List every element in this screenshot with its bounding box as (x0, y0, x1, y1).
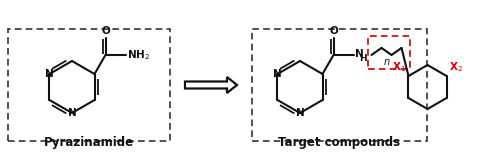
Text: Pyrazinamide: Pyrazinamide (44, 136, 134, 149)
Text: O: O (101, 26, 110, 36)
Text: N: N (68, 108, 76, 118)
Text: X$_2$: X$_2$ (448, 60, 462, 74)
Text: NH$_2$: NH$_2$ (126, 48, 150, 62)
FancyArrow shape (185, 77, 237, 93)
Text: N: N (354, 49, 364, 59)
Text: N: N (45, 69, 54, 79)
Text: N: N (296, 108, 304, 118)
Text: N: N (273, 69, 282, 79)
Text: n: n (384, 57, 390, 67)
Text: X$_1$: X$_1$ (392, 60, 406, 74)
Text: H: H (360, 54, 367, 63)
Text: Target compounds: Target compounds (278, 136, 400, 149)
Text: O: O (329, 26, 338, 36)
